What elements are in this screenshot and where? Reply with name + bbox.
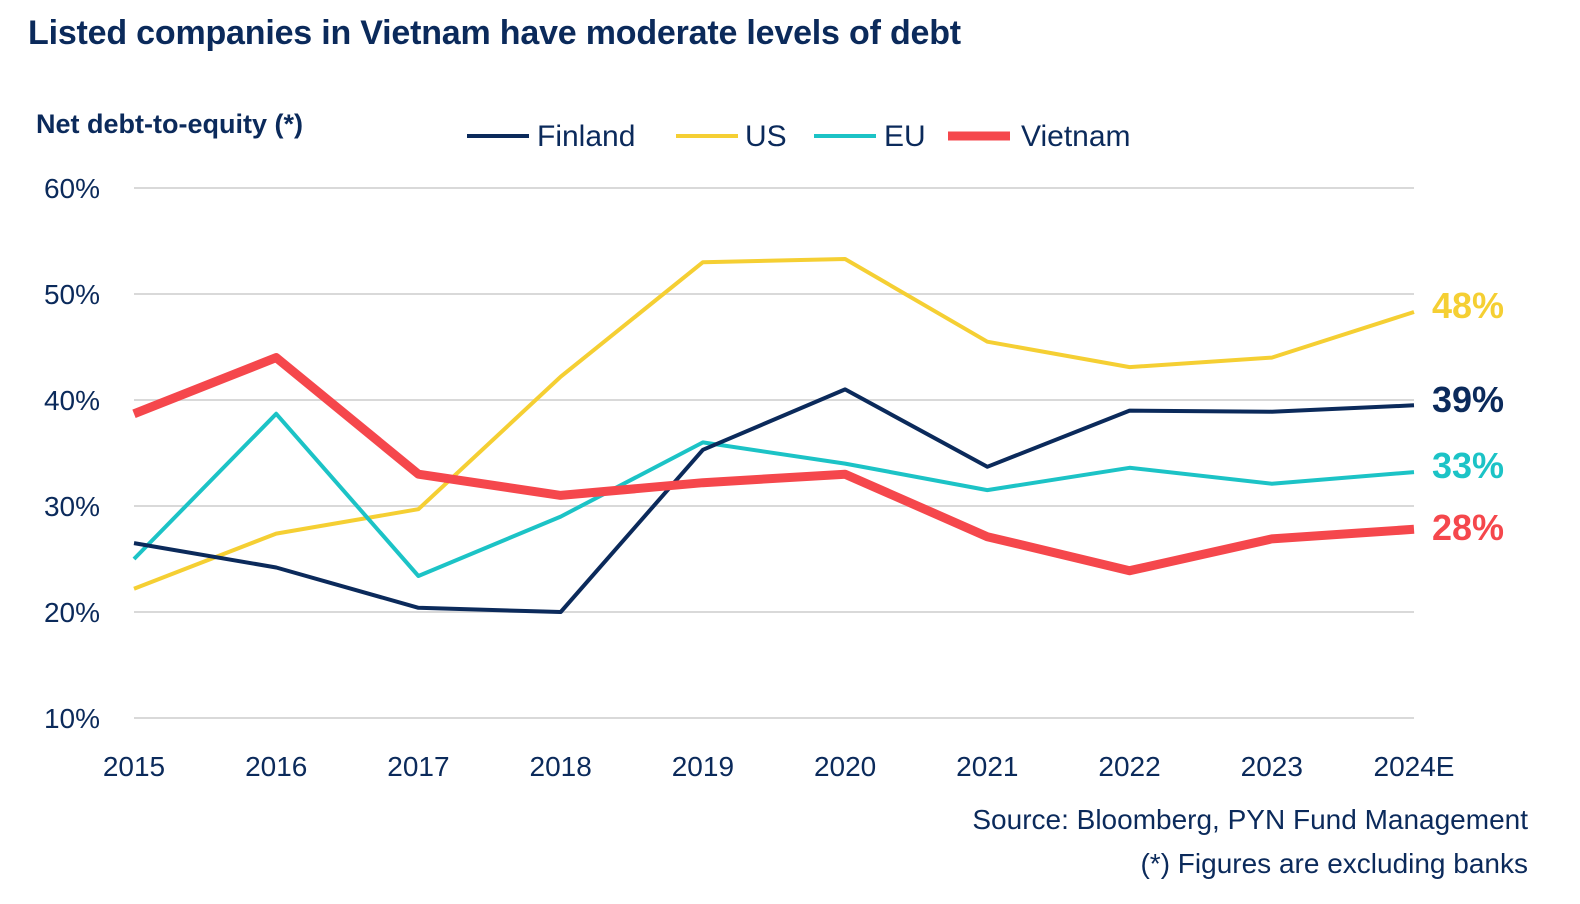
x-tick-label: 2019 (672, 751, 734, 782)
series-line-eu (132, 411, 1415, 578)
y-tick-label: 50% (44, 279, 100, 310)
x-tick-label: 2024E (1374, 751, 1455, 782)
y-tick-label: 30% (44, 491, 100, 522)
x-tick-label: 2022 (1098, 751, 1160, 782)
legend-label-us: US (745, 120, 787, 153)
series-line-finland (133, 387, 1415, 614)
y-axis-tick-labels: 10% 20% 30% 40% 50% 60% (44, 173, 100, 734)
series-line-us (133, 257, 1415, 591)
source-note: Source: Bloomberg, PYN Fund Management (972, 804, 1528, 835)
x-tick-label: 2020 (814, 751, 876, 782)
y-tick-label: 20% (44, 597, 100, 628)
x-axis-tick-labels: 2015 2016 2017 2018 2019 2020 2021 2022 2023 2024… (103, 751, 1455, 782)
series-line-vietnam (132, 353, 1415, 576)
end-value-labels: 39% 48% 33% 28% (1432, 285, 1504, 548)
legend-label-eu: EU (884, 120, 926, 153)
legend: Finland US EU Vietnam (467, 120, 1131, 153)
end-label-vietnam: 28% (1432, 507, 1504, 548)
legend-label-vietnam: Vietnam (1021, 120, 1131, 153)
y-tick-label: 60% (44, 173, 100, 204)
footnote: (*) Figures are excluding banks (1140, 848, 1528, 879)
x-tick-label: 2018 (530, 751, 592, 782)
legend-label-finland: Finland (537, 120, 635, 153)
gridlines (134, 187, 1414, 719)
end-label-us: 48% (1432, 285, 1504, 326)
x-tick-label: 2016 (245, 751, 307, 782)
end-label-eu: 33% (1432, 445, 1504, 486)
y-tick-label: 10% (44, 703, 100, 734)
chart-title: Listed companies in Vietnam have moderat… (28, 14, 961, 52)
series-lines (132, 257, 1415, 614)
y-tick-label: 40% (44, 385, 100, 416)
x-tick-label: 2015 (103, 751, 165, 782)
end-label-finland: 39% (1432, 379, 1504, 420)
x-tick-label: 2023 (1241, 751, 1303, 782)
x-tick-label: 2021 (956, 751, 1018, 782)
y-axis-label: Net debt-to-equity (*) (36, 109, 303, 139)
x-tick-label: 2017 (387, 751, 449, 782)
